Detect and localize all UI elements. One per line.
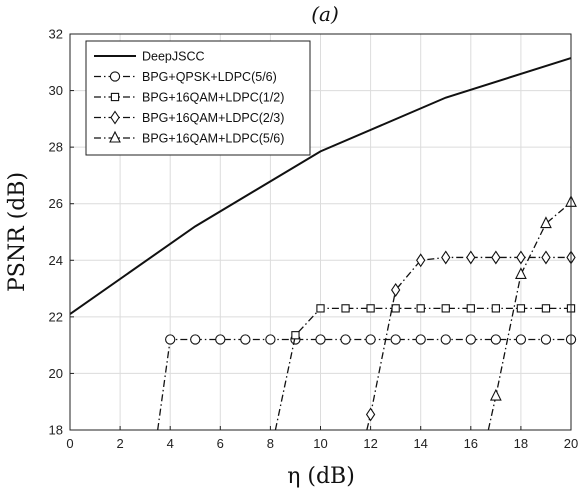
square-marker xyxy=(110,92,120,102)
legend: DeepJSCC BPG+QPSK+LDPC(5/6) BPG+16QAM+LDPC… xyxy=(85,40,311,156)
triangle-marker xyxy=(515,267,527,279)
diamond-marker xyxy=(365,407,376,422)
legend-box xyxy=(85,40,311,156)
diamond-marker xyxy=(466,250,476,265)
circle-marker xyxy=(540,334,552,345)
square-marker xyxy=(316,304,325,313)
circle-marker xyxy=(109,71,121,82)
y-tick-label: 18 xyxy=(49,423,63,438)
diamond-marker xyxy=(390,282,401,297)
circle-marker xyxy=(265,334,276,345)
series-line xyxy=(69,57,572,315)
y-tick-label: 20 xyxy=(49,366,63,381)
x-tick-label: 6 xyxy=(217,436,224,451)
diamond-marker xyxy=(541,250,551,265)
y-tick-label: 22 xyxy=(49,309,63,324)
circle-marker xyxy=(240,334,251,345)
diamond-marker xyxy=(441,250,451,265)
circle-marker xyxy=(315,334,326,345)
y-tick-label: 24 xyxy=(49,253,63,268)
circle-marker xyxy=(215,334,226,345)
series-line xyxy=(366,256,571,431)
square-marker xyxy=(441,304,450,313)
triangle-marker xyxy=(540,216,552,229)
series-line xyxy=(274,307,571,431)
y-tick-label: 28 xyxy=(49,140,63,155)
series-line xyxy=(487,201,572,431)
series-2 xyxy=(274,304,576,431)
x-tick-label: 4 xyxy=(167,436,174,451)
y-tick-label: 30 xyxy=(49,83,63,98)
circle-marker xyxy=(365,334,376,345)
legend-label: BPG+16QAM+LDPC(1/2) xyxy=(142,91,284,105)
diamond-marker xyxy=(110,110,120,125)
square-marker xyxy=(491,304,500,313)
y-tick-label: 26 xyxy=(49,196,63,211)
y-tick-label: 32 xyxy=(49,27,63,42)
diamond-marker xyxy=(416,253,426,268)
x-tick-label: 20 xyxy=(564,436,578,451)
series-1 xyxy=(157,334,577,431)
circle-marker xyxy=(415,334,426,345)
square-marker xyxy=(366,304,375,313)
circle-marker xyxy=(390,334,401,345)
chart-title: (a) xyxy=(311,2,339,26)
x-tick-label: 14 xyxy=(413,436,427,451)
x-axis-title: η (dB) xyxy=(287,464,355,489)
series-3 xyxy=(365,250,576,431)
square-marker xyxy=(416,304,425,313)
x-tick-label: 10 xyxy=(313,436,327,451)
x-tick-label: 2 xyxy=(116,436,123,451)
legend-label: BPG+16QAM+LDPC(5/6) xyxy=(142,132,284,146)
legend-label: BPG+16QAM+LDPC(2/3) xyxy=(142,111,284,125)
square-marker xyxy=(466,304,475,313)
series-0 xyxy=(69,57,572,315)
circle-marker xyxy=(190,334,201,345)
diamond-marker xyxy=(491,250,501,265)
square-marker xyxy=(391,304,400,313)
circle-marker xyxy=(340,334,351,345)
legend-label: DeepJSCC xyxy=(142,50,205,64)
x-tick-label: 12 xyxy=(363,436,377,451)
x-tick-label: 16 xyxy=(464,436,478,451)
square-marker xyxy=(516,304,526,313)
circle-marker xyxy=(515,334,527,345)
y-axis-title: PSNR (dB) xyxy=(5,172,30,292)
x-tick-label: 0 xyxy=(66,436,73,451)
square-marker xyxy=(541,304,551,313)
triangle-marker xyxy=(109,130,121,143)
circle-marker xyxy=(490,334,501,345)
legend-label: BPG+QPSK+LDPC(5/6) xyxy=(142,70,277,84)
circle-marker xyxy=(440,334,451,345)
x-tick-label: 18 xyxy=(514,436,528,451)
circle-marker xyxy=(465,334,476,345)
square-marker xyxy=(291,331,300,340)
x-tick-label: 8 xyxy=(267,436,274,451)
series-4 xyxy=(487,195,577,431)
circle-marker xyxy=(165,334,176,345)
diamond-marker xyxy=(516,250,526,265)
square-marker xyxy=(341,304,350,313)
triangle-marker xyxy=(489,388,502,401)
series-line xyxy=(157,338,571,431)
